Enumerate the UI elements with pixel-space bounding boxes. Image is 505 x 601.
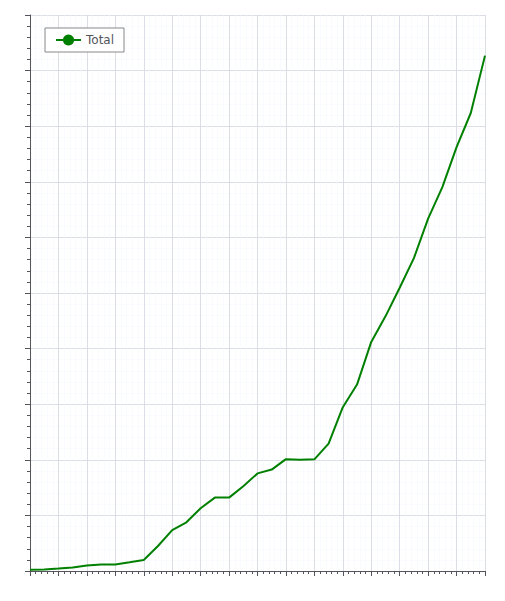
svg-text:Total: Total: [85, 33, 114, 47]
